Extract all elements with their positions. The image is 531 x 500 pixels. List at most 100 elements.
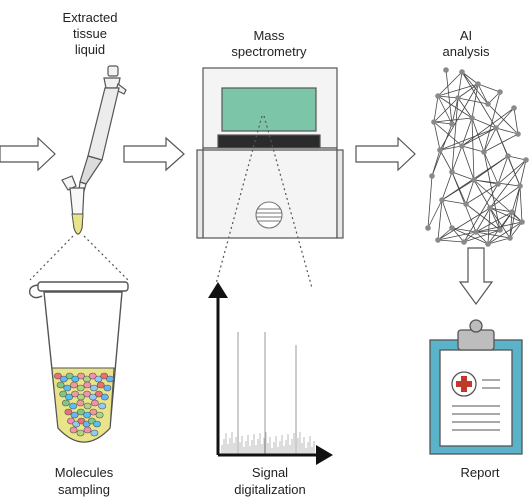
signal-spectrum-icon bbox=[208, 282, 333, 465]
network-edge bbox=[431, 149, 441, 177]
network-edge bbox=[451, 227, 477, 233]
network-edge bbox=[441, 199, 467, 205]
molecule bbox=[59, 375, 68, 383]
molecule bbox=[63, 384, 72, 392]
sample-tube-icon bbox=[28, 281, 129, 443]
network-edge bbox=[441, 179, 475, 201]
molecule bbox=[91, 399, 99, 407]
network-node bbox=[449, 225, 455, 231]
pipette-icon bbox=[61, 65, 127, 235]
network-edge bbox=[433, 95, 439, 123]
molecule bbox=[95, 411, 104, 419]
network-edge bbox=[507, 155, 521, 187]
network-edge bbox=[461, 71, 497, 129]
network-edge bbox=[475, 231, 511, 239]
network-edge bbox=[465, 179, 475, 205]
network-edge bbox=[451, 171, 475, 181]
network-edge bbox=[513, 107, 519, 135]
molecule bbox=[56, 381, 65, 389]
molecule bbox=[65, 372, 74, 380]
network-edge bbox=[451, 171, 477, 233]
molecule bbox=[76, 429, 85, 437]
network-edge bbox=[465, 203, 501, 231]
network-node bbox=[449, 169, 455, 175]
down-arrow-icon bbox=[458, 247, 494, 306]
molecule bbox=[95, 390, 103, 398]
molecule bbox=[106, 375, 114, 383]
molecule bbox=[71, 390, 79, 398]
network-node bbox=[431, 119, 437, 125]
label-signal-2: digitalization bbox=[234, 482, 306, 497]
network-edge bbox=[451, 97, 459, 173]
network-node bbox=[493, 125, 499, 131]
network-edge bbox=[475, 231, 489, 245]
network-edge bbox=[461, 145, 485, 153]
label-molecules-2: sampling bbox=[58, 482, 110, 497]
network-edge bbox=[477, 83, 501, 93]
molecule bbox=[83, 402, 92, 410]
label-extracted-1: Extracted bbox=[63, 10, 118, 25]
molecule bbox=[77, 408, 85, 416]
molecule bbox=[98, 402, 107, 410]
network-edge bbox=[437, 83, 479, 97]
network-node bbox=[471, 177, 477, 183]
network-edge bbox=[483, 133, 519, 153]
network-edge bbox=[451, 227, 465, 243]
network-edge bbox=[509, 211, 513, 239]
network-edge bbox=[463, 229, 501, 243]
network-node bbox=[495, 181, 501, 187]
network-edge bbox=[433, 121, 453, 125]
label-ai-1: AI bbox=[460, 28, 472, 43]
network-edge bbox=[437, 199, 443, 241]
network-node bbox=[517, 183, 523, 189]
network-edge bbox=[441, 171, 453, 201]
network-edge bbox=[495, 127, 519, 135]
network-node bbox=[473, 229, 479, 235]
network-edge bbox=[439, 127, 497, 151]
network-edge bbox=[461, 107, 515, 147]
vent-grill bbox=[255, 201, 283, 229]
network-node bbox=[505, 153, 511, 159]
network-node bbox=[437, 147, 443, 153]
molecule bbox=[61, 399, 70, 407]
molecule bbox=[76, 399, 85, 407]
network-edge bbox=[463, 183, 499, 243]
network-node bbox=[461, 239, 467, 245]
network-edge bbox=[495, 107, 515, 129]
network-edge bbox=[471, 117, 497, 129]
network-node bbox=[523, 157, 529, 163]
network-edge bbox=[437, 239, 465, 243]
network-edge bbox=[489, 185, 521, 209]
network-edge bbox=[509, 221, 523, 239]
network-edge bbox=[461, 71, 479, 85]
molecule bbox=[90, 384, 98, 392]
clipboard-report-icon bbox=[429, 319, 523, 455]
molecule bbox=[70, 411, 79, 419]
network-edge bbox=[483, 127, 497, 153]
zoom-line-left bbox=[215, 115, 263, 285]
network-node bbox=[459, 69, 465, 75]
network-node bbox=[497, 227, 503, 233]
network-edge bbox=[439, 149, 453, 173]
molecule bbox=[83, 390, 91, 398]
label-extracted-2: tissue bbox=[73, 26, 107, 41]
network-edge bbox=[477, 83, 489, 105]
network-edge bbox=[475, 229, 501, 233]
molecule bbox=[89, 408, 98, 416]
network-edge bbox=[487, 91, 501, 105]
network-node bbox=[485, 241, 491, 247]
molecule bbox=[90, 429, 99, 437]
network-edge bbox=[457, 83, 479, 99]
network-edge bbox=[441, 199, 453, 229]
network-node bbox=[507, 235, 513, 241]
network-edge bbox=[487, 237, 511, 245]
network-edge bbox=[461, 117, 473, 147]
network-edge bbox=[433, 121, 441, 151]
network-edge bbox=[437, 95, 453, 125]
neural-network-icon bbox=[425, 67, 529, 247]
network-edge bbox=[487, 103, 519, 135]
network-edge bbox=[437, 207, 491, 241]
liquid-droplet bbox=[71, 213, 84, 235]
network-node bbox=[429, 173, 435, 179]
molecule bbox=[96, 381, 105, 389]
